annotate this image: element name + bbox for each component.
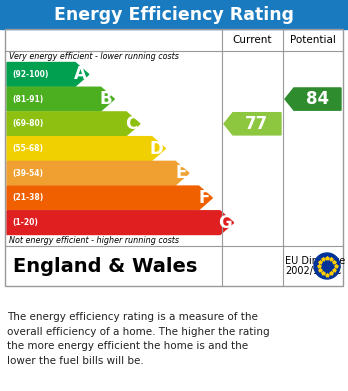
Text: EU Directive: EU Directive: [285, 256, 345, 266]
Text: (1-20): (1-20): [12, 218, 38, 227]
Polygon shape: [7, 211, 234, 235]
Text: A: A: [74, 65, 87, 83]
Text: Energy Efficiency Rating: Energy Efficiency Rating: [54, 5, 294, 23]
Text: 84: 84: [306, 90, 329, 108]
Text: Current: Current: [233, 35, 272, 45]
Polygon shape: [7, 112, 140, 136]
Text: 77: 77: [245, 115, 269, 133]
Polygon shape: [7, 136, 165, 160]
Text: (21-38): (21-38): [12, 194, 43, 203]
Text: B: B: [100, 90, 112, 108]
Text: (92-100): (92-100): [12, 70, 48, 79]
Polygon shape: [285, 88, 341, 110]
Text: G: G: [218, 213, 231, 231]
Bar: [0, 0, 348, 29]
Text: (69-80): (69-80): [12, 119, 43, 128]
Text: 2002/91/EC: 2002/91/EC: [285, 266, 341, 276]
Text: Very energy efficient - lower running costs: Very energy efficient - lower running co…: [9, 52, 179, 61]
Text: England & Wales: England & Wales: [13, 256, 197, 276]
Polygon shape: [7, 63, 89, 86]
Text: (81-91): (81-91): [12, 95, 43, 104]
Circle shape: [314, 253, 340, 279]
Text: The energy efficiency rating is a measure of the
overall efficiency of a home. T: The energy efficiency rating is a measur…: [7, 312, 270, 366]
Text: C: C: [126, 115, 138, 133]
Text: E: E: [175, 164, 187, 182]
Polygon shape: [7, 161, 189, 185]
Bar: [5, 29, 343, 286]
Text: (39-54): (39-54): [12, 169, 43, 178]
Text: F: F: [199, 189, 210, 207]
Text: Potential: Potential: [290, 35, 336, 45]
Text: (55-68): (55-68): [12, 144, 43, 153]
Polygon shape: [7, 87, 114, 111]
Text: D: D: [150, 140, 164, 158]
Polygon shape: [7, 186, 212, 210]
Polygon shape: [224, 113, 281, 135]
Text: Not energy efficient - higher running costs: Not energy efficient - higher running co…: [9, 236, 179, 245]
